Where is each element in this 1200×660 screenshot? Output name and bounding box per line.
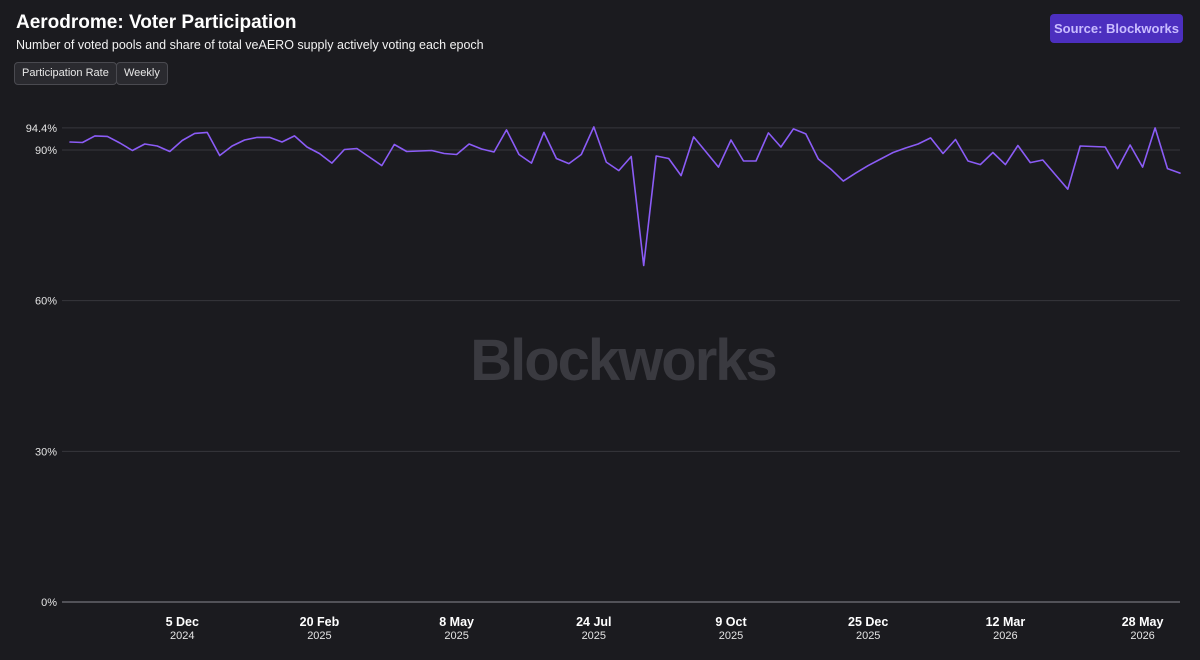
x-tick-label: 5 Dec	[166, 615, 199, 629]
x-tick-year: 2025	[307, 630, 331, 642]
x-tick-year: 2026	[993, 630, 1017, 642]
x-tick-year: 2026	[1130, 630, 1154, 642]
chart-subtitle: Number of voted pools and share of total…	[16, 38, 484, 52]
watermark: Blockworks	[470, 328, 776, 393]
x-tick-label: 12 Mar	[986, 615, 1026, 629]
filter-weekly[interactable]: Weekly	[116, 62, 168, 85]
x-tick-label: 9 Oct	[715, 615, 747, 629]
chart-title: Aerodrome: Voter Participation	[16, 12, 297, 33]
x-tick-label: 8 May	[439, 615, 474, 629]
x-tick-year: 2025	[444, 630, 468, 642]
x-tick-label: 24 Jul	[576, 615, 611, 629]
y-tick-label: 0%	[41, 597, 57, 609]
x-tick-year: 2024	[170, 630, 194, 642]
series-line-participation	[69, 126, 1181, 267]
x-tick-year: 2025	[582, 630, 606, 642]
x-tick-label: 28 May	[1122, 615, 1164, 629]
x-tick-year: 2025	[856, 630, 880, 642]
y-tick-label: 30%	[35, 446, 57, 458]
y-tick-label: 90%	[35, 145, 57, 157]
x-tick-year: 2025	[719, 630, 743, 642]
source-button[interactable]: Source: Blockworks	[1050, 14, 1183, 43]
grid-lines	[62, 127, 1180, 603]
x-tick-label: 20 Feb	[300, 615, 340, 629]
y-tick-label: 60%	[35, 296, 57, 308]
x-tick-label: 25 Dec	[848, 615, 888, 629]
y-tick-label: 94.4%	[26, 123, 57, 135]
series-layer	[69, 126, 1181, 267]
y-axis-ticks: 0% 30% 60% 90% 94.4%	[26, 123, 57, 609]
